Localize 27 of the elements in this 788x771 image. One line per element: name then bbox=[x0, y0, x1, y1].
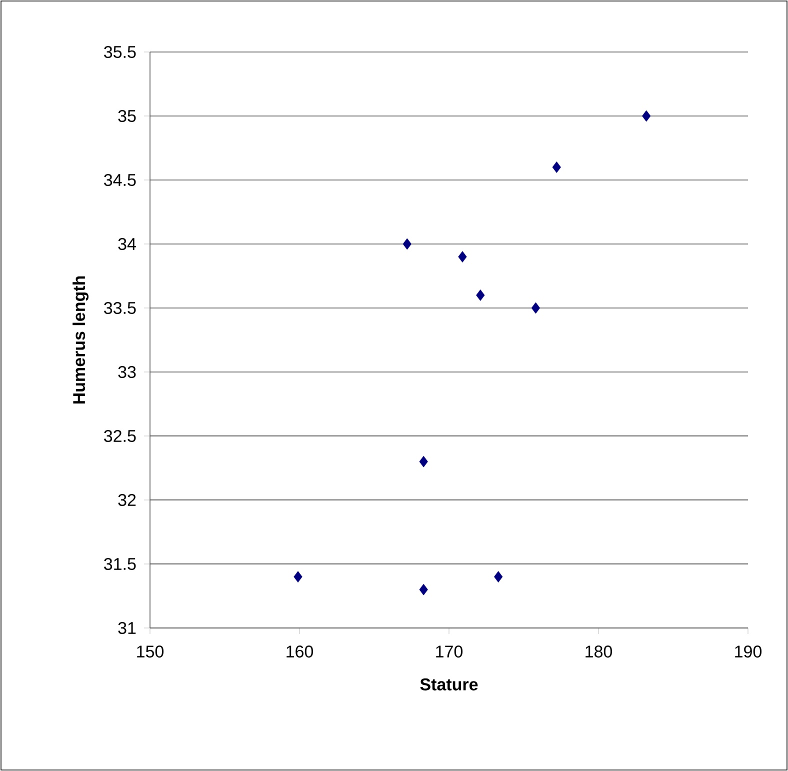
x-tick-label: 160 bbox=[286, 646, 314, 658]
point bbox=[294, 571, 302, 582]
y-tick-label: 35 bbox=[118, 110, 136, 122]
x-tick-label: 180 bbox=[586, 646, 612, 658]
point bbox=[642, 110, 651, 122]
y-tick-label: 31.5 bbox=[104, 558, 136, 570]
point bbox=[552, 161, 561, 173]
y-axis-title: Humerus length bbox=[72, 276, 89, 404]
x-tick-label: 150 bbox=[137, 646, 164, 658]
point bbox=[402, 238, 412, 250]
point bbox=[419, 584, 428, 596]
y-tick-label: 33 bbox=[118, 366, 136, 378]
point bbox=[494, 571, 503, 582]
point bbox=[458, 251, 467, 262]
y-tick-label: 35.5 bbox=[104, 46, 136, 58]
point bbox=[531, 302, 540, 314]
y-tick-label: 34.5 bbox=[104, 174, 136, 186]
y-tick-label: 33.5 bbox=[104, 302, 136, 314]
y-tick-label: 31 bbox=[118, 622, 136, 634]
point bbox=[419, 456, 428, 468]
y-tick-label: 32.5 bbox=[104, 430, 136, 442]
point bbox=[476, 289, 485, 301]
x-tick-label: 190 bbox=[735, 646, 762, 658]
x-tick-label: 170 bbox=[436, 646, 463, 658]
y-tick-label: 32 bbox=[118, 494, 136, 506]
x-axis-title: Stature bbox=[420, 678, 478, 690]
y-tick-label: 34 bbox=[118, 238, 136, 250]
